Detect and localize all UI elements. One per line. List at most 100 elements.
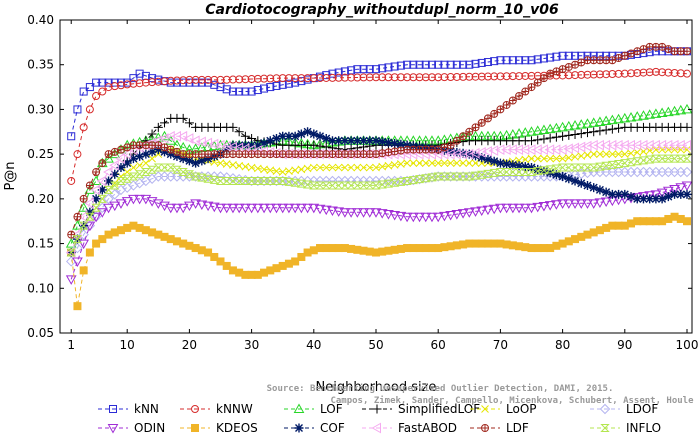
data-point-cof xyxy=(383,138,393,148)
data-point-odin xyxy=(190,199,201,209)
data-point-fastabod xyxy=(165,130,175,142)
data-point-loop xyxy=(409,159,418,167)
data-point-ldof xyxy=(681,166,693,178)
data-point-odin xyxy=(395,211,407,222)
data-point-loop xyxy=(353,163,362,172)
data-point-odin xyxy=(320,205,332,216)
data-point-knnw xyxy=(403,73,412,82)
data-point-loop xyxy=(347,163,355,172)
data-point-knnw xyxy=(228,75,237,84)
data-point-odin xyxy=(600,197,612,208)
data-point-knnw xyxy=(266,74,275,83)
data-point-knn xyxy=(558,51,567,60)
data-point-fastabod xyxy=(532,144,542,156)
data-point-inflo xyxy=(570,163,580,172)
data-point-inflo xyxy=(271,176,282,185)
data-point-odin xyxy=(314,204,326,215)
data-point-odin xyxy=(401,212,413,223)
data-point-knn xyxy=(490,57,499,66)
data-point-odin xyxy=(420,212,432,223)
data-point-knn xyxy=(253,86,262,95)
data-point-knnw xyxy=(670,68,679,77)
data-point-knnw xyxy=(154,77,163,86)
data-point-inflo xyxy=(203,174,213,183)
data-point-ldf xyxy=(521,87,530,96)
data-point-inflo xyxy=(277,176,288,185)
data-point-knnw xyxy=(620,69,629,78)
data-point-cof xyxy=(85,207,95,217)
data-point-inflo xyxy=(358,181,369,190)
data-point-cof xyxy=(458,148,468,158)
data-point-loop xyxy=(558,154,567,163)
data-point-simplifiedlof xyxy=(545,133,555,143)
data-point-cof xyxy=(296,129,306,139)
data-point-fastabod xyxy=(103,166,113,178)
data-point-odin xyxy=(296,203,307,214)
data-point-inflo xyxy=(445,172,456,181)
data-point-inflo xyxy=(588,163,599,172)
legend-marker-ldof xyxy=(599,403,611,415)
data-point-cof xyxy=(166,149,176,159)
data-point-loop xyxy=(291,166,299,175)
data-point-cof xyxy=(676,189,686,199)
data-point-kdeos xyxy=(222,261,231,270)
data-point-odin xyxy=(383,210,394,220)
data-point-knnw xyxy=(471,72,480,81)
data-point-lof xyxy=(519,127,531,137)
data-point-odin xyxy=(233,203,245,214)
data-point-knnw xyxy=(353,73,362,82)
data-point-knnw xyxy=(191,75,200,84)
legend-label-knn: kNN xyxy=(134,402,159,416)
data-point-knn xyxy=(334,68,343,77)
data-point-knn xyxy=(446,60,455,69)
data-point-cof xyxy=(91,194,101,204)
data-point-odin xyxy=(215,203,226,214)
source-credit: Source: Benchmarking Unsupervised Outlie… xyxy=(267,383,694,406)
data-point-cof xyxy=(147,147,157,157)
data-point-knnw xyxy=(440,73,449,82)
x-axis-label: Neighborhood size xyxy=(316,380,437,395)
data-point-cof xyxy=(321,133,331,143)
data-point-simplifiedlof xyxy=(570,129,580,139)
data-point-knn xyxy=(228,87,237,96)
data-point-odin xyxy=(264,203,276,214)
data-point-inflo xyxy=(309,181,319,190)
data-point-fastabod xyxy=(669,139,679,151)
data-point-knn xyxy=(79,87,88,96)
data-point-inflo xyxy=(651,154,661,163)
data-point-ldf xyxy=(539,74,548,83)
data-point-loop xyxy=(241,162,250,171)
data-point-loop xyxy=(247,163,256,172)
credit-line-2: Campos, Zimek, Sander, Campello, Micenko… xyxy=(330,395,694,406)
data-point-loop xyxy=(577,152,586,160)
data-point-knnw xyxy=(166,76,175,85)
legend-label-fastabod: FastABOD xyxy=(398,421,457,434)
data-point-cof xyxy=(278,131,288,141)
data-point-knn xyxy=(427,60,436,69)
data-point-odin xyxy=(569,199,581,209)
data-point-cof xyxy=(527,163,536,173)
data-point-odin xyxy=(538,202,550,212)
data-point-kdeos xyxy=(85,248,94,257)
data-point-kdeos xyxy=(216,257,225,266)
legend-marker-loop xyxy=(481,405,489,413)
data-point-loop xyxy=(328,163,337,172)
data-point-odin xyxy=(588,199,600,209)
data-point-cof xyxy=(651,194,661,204)
data-point-knnw xyxy=(434,73,443,82)
data-point-odin xyxy=(339,208,351,218)
data-point-lof xyxy=(675,104,687,115)
data-point-cof xyxy=(265,136,275,146)
data-point-odin xyxy=(563,199,575,209)
data-point-inflo xyxy=(638,156,649,165)
data-point-loop xyxy=(596,150,604,158)
data-point-inflo xyxy=(501,168,512,177)
data-point-fastabod xyxy=(637,139,648,151)
legend-marker-knn xyxy=(109,405,117,413)
data-point-fastabod xyxy=(71,229,82,240)
data-point-odin xyxy=(202,201,214,212)
data-point-simplifiedlof xyxy=(601,125,611,135)
data-point-inflo xyxy=(228,176,238,185)
data-point-knn xyxy=(291,78,300,87)
series-ldf xyxy=(67,42,691,239)
